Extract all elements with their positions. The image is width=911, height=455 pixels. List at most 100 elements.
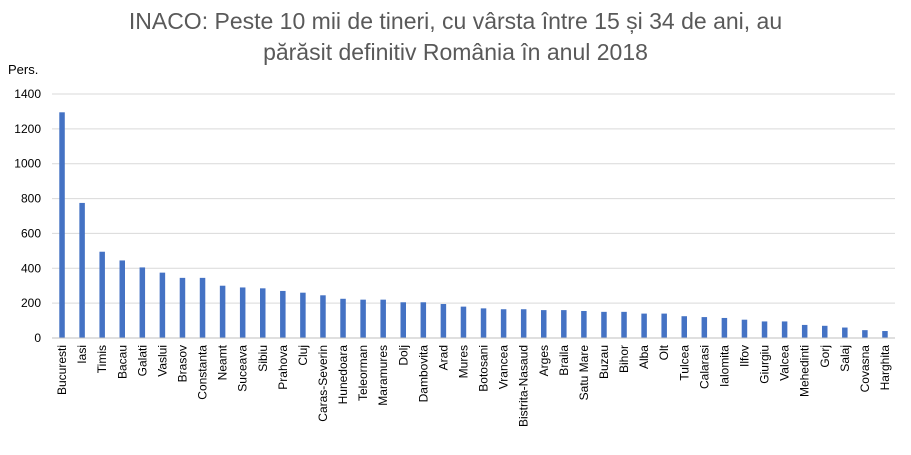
- x-tick-label: Dambovita: [416, 345, 430, 403]
- x-tick-label: Harghita: [878, 345, 892, 391]
- bar: [260, 288, 266, 338]
- y-tick-label: 600: [21, 226, 41, 240]
- y-tick-label: 1400: [14, 87, 41, 101]
- bar: [681, 316, 687, 338]
- x-tick-label: Iasi: [75, 345, 89, 364]
- bar: [801, 324, 808, 338]
- bar: [520, 309, 527, 338]
- x-tick-label: Arad: [436, 345, 450, 370]
- x-tick-label: Tulcea: [677, 345, 691, 381]
- x-tick-label: Prahova: [276, 345, 290, 390]
- x-tick-label: Mures: [456, 345, 470, 378]
- bar: [139, 267, 146, 338]
- bar: [360, 299, 366, 338]
- bar: [420, 302, 427, 338]
- x-tick-label: Ilfov: [737, 345, 751, 367]
- x-tick-label: Hunedoara: [336, 345, 350, 405]
- bar: [219, 285, 226, 338]
- x-tick-label: Arges: [537, 345, 551, 376]
- bar: [280, 290, 286, 338]
- bar: [480, 308, 487, 338]
- bar: [862, 330, 868, 338]
- bar: [320, 295, 326, 338]
- bar: [781, 321, 788, 338]
- x-tick-label: Bistrita-Nasaud: [517, 345, 531, 427]
- bar: [179, 277, 186, 338]
- x-tick-label: Dolj: [396, 345, 410, 366]
- bar: [239, 287, 246, 338]
- bar: [59, 112, 65, 338]
- bar: [561, 310, 567, 338]
- x-tick-label: Sibiu: [256, 345, 270, 372]
- y-axis-label: Pers.: [8, 62, 39, 77]
- bar: [440, 304, 447, 338]
- x-tick-label: Giurgiu: [758, 345, 772, 384]
- bar: [159, 272, 166, 338]
- x-tick-label: Timis: [95, 345, 109, 373]
- x-axis-labels: Bucuresti Iasi Timis Bacau Galati Vaslui Braso…: [55, 344, 892, 427]
- x-tick-label: Suceava: [236, 345, 250, 392]
- bar: [661, 313, 667, 338]
- x-tick-label: Mehedinti: [798, 345, 812, 397]
- bar: [741, 319, 748, 338]
- x-tick-label: Constanta: [196, 345, 210, 400]
- bar: [199, 277, 206, 338]
- bar: [119, 260, 125, 338]
- x-tick-label: Ialomita: [717, 345, 731, 387]
- chart-title-line-2: părăsit definitiv România în anul 2018: [263, 39, 648, 65]
- x-tick-label: Botosani: [477, 345, 491, 392]
- x-tick-label: Galati: [135, 345, 149, 376]
- x-tick-label: Neamt: [216, 344, 230, 380]
- x-tick-label: Caras-Severin: [316, 345, 330, 422]
- chart-title-line-1: INACO: Peste 10 mii de tineri, cu vârsta…: [128, 8, 783, 34]
- x-tick-label: Valcea: [778, 345, 792, 381]
- y-tick-label: 800: [21, 192, 41, 206]
- bar: [822, 325, 828, 338]
- x-tick-label: Alba: [637, 345, 651, 369]
- y-tick-label: 1000: [14, 157, 41, 171]
- bar: [541, 310, 547, 338]
- y-axis-ticks: 0 200 400 600 800 1000 1200 1400: [14, 87, 41, 345]
- x-tick-label: Olt: [657, 344, 671, 360]
- bar: [601, 311, 607, 338]
- chart-title: INACO: Peste 10 mii de tineri, cu vârsta…: [0, 6, 911, 68]
- x-tick-label: Cluj: [296, 345, 310, 366]
- bar: [400, 302, 406, 338]
- x-tick-label: Bacau: [115, 345, 129, 379]
- bar: [882, 331, 888, 338]
- y-tick-label: 0: [34, 331, 41, 345]
- y-tick-label: 200: [21, 296, 41, 310]
- x-tick-label: Gorj: [818, 345, 832, 368]
- x-tick-label: Bihor: [617, 345, 631, 373]
- bar: [380, 299, 386, 338]
- x-tick-label: Teleorman: [356, 345, 370, 401]
- y-tick-label: 1200: [14, 122, 41, 136]
- bar: [340, 298, 346, 338]
- x-tick-label: Vaslui: [155, 345, 169, 377]
- x-tick-label: Buzau: [597, 345, 611, 379]
- bar: [500, 309, 507, 338]
- y-tick-label: 400: [21, 261, 41, 275]
- x-tick-label: Salaj: [838, 345, 852, 372]
- bar: [701, 317, 708, 338]
- gridlines: [52, 93, 895, 304]
- bar: [641, 313, 647, 338]
- bar: [581, 310, 587, 338]
- bar: [842, 327, 848, 338]
- x-tick-label: Satu Mare: [577, 345, 591, 401]
- bar: [99, 251, 105, 338]
- bar: [79, 202, 85, 338]
- x-tick-label: Braila: [557, 345, 571, 376]
- x-tick-label: Maramures: [376, 345, 390, 406]
- bar: [300, 292, 306, 338]
- x-tick-label: Brasov: [175, 345, 189, 382]
- x-tick-label: Bucuresti: [55, 345, 69, 395]
- x-tick-label: Calarasi: [697, 345, 711, 389]
- bar: [460, 306, 467, 338]
- x-tick-label: Vrancea: [497, 345, 511, 390]
- bar: [621, 311, 627, 338]
- bar: [761, 321, 768, 338]
- x-tick-label: Covasna: [858, 345, 872, 393]
- bars: [59, 112, 888, 338]
